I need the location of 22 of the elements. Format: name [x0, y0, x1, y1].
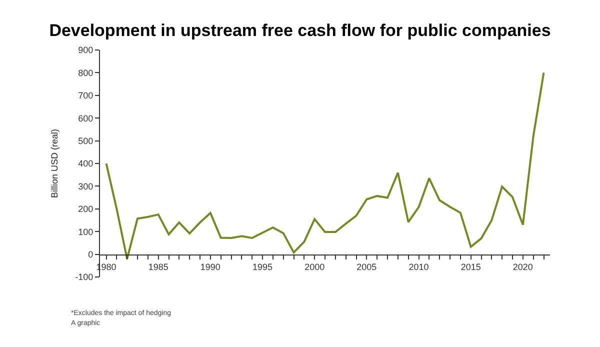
x-tick-label: 2010	[408, 262, 429, 272]
y-tick-label: 600	[78, 113, 94, 124]
y-tick-label: 800	[78, 68, 94, 78]
x-tick-label: 1985	[148, 262, 168, 272]
y-tick-label: 300	[78, 181, 94, 192]
chart-title: Development in upstream free cash flow for public companies	[49, 21, 551, 40]
x-tick-label: 1990	[200, 262, 220, 272]
y-tick-label: 400	[78, 158, 94, 169]
y-tick-label: 500	[78, 136, 94, 146]
y-tick-label: 100	[78, 226, 94, 237]
x-tick-label: 2020	[512, 262, 533, 272]
y-tick-label: 200	[78, 204, 94, 214]
y-tick-label: 0	[88, 249, 94, 260]
y-tick-label: -100	[75, 272, 94, 282]
y-tick-label: 700	[78, 90, 94, 101]
line-series	[105, 72, 545, 260]
x-tick-label: 2015	[460, 262, 481, 272]
y-axis-title: Billion USD (real)	[50, 128, 60, 198]
x-tick-label: 1995	[252, 262, 273, 272]
x-tick-label: 2000	[304, 262, 325, 272]
x-tick-label: 2005	[356, 262, 377, 272]
y-tick-label: 900	[78, 45, 94, 56]
